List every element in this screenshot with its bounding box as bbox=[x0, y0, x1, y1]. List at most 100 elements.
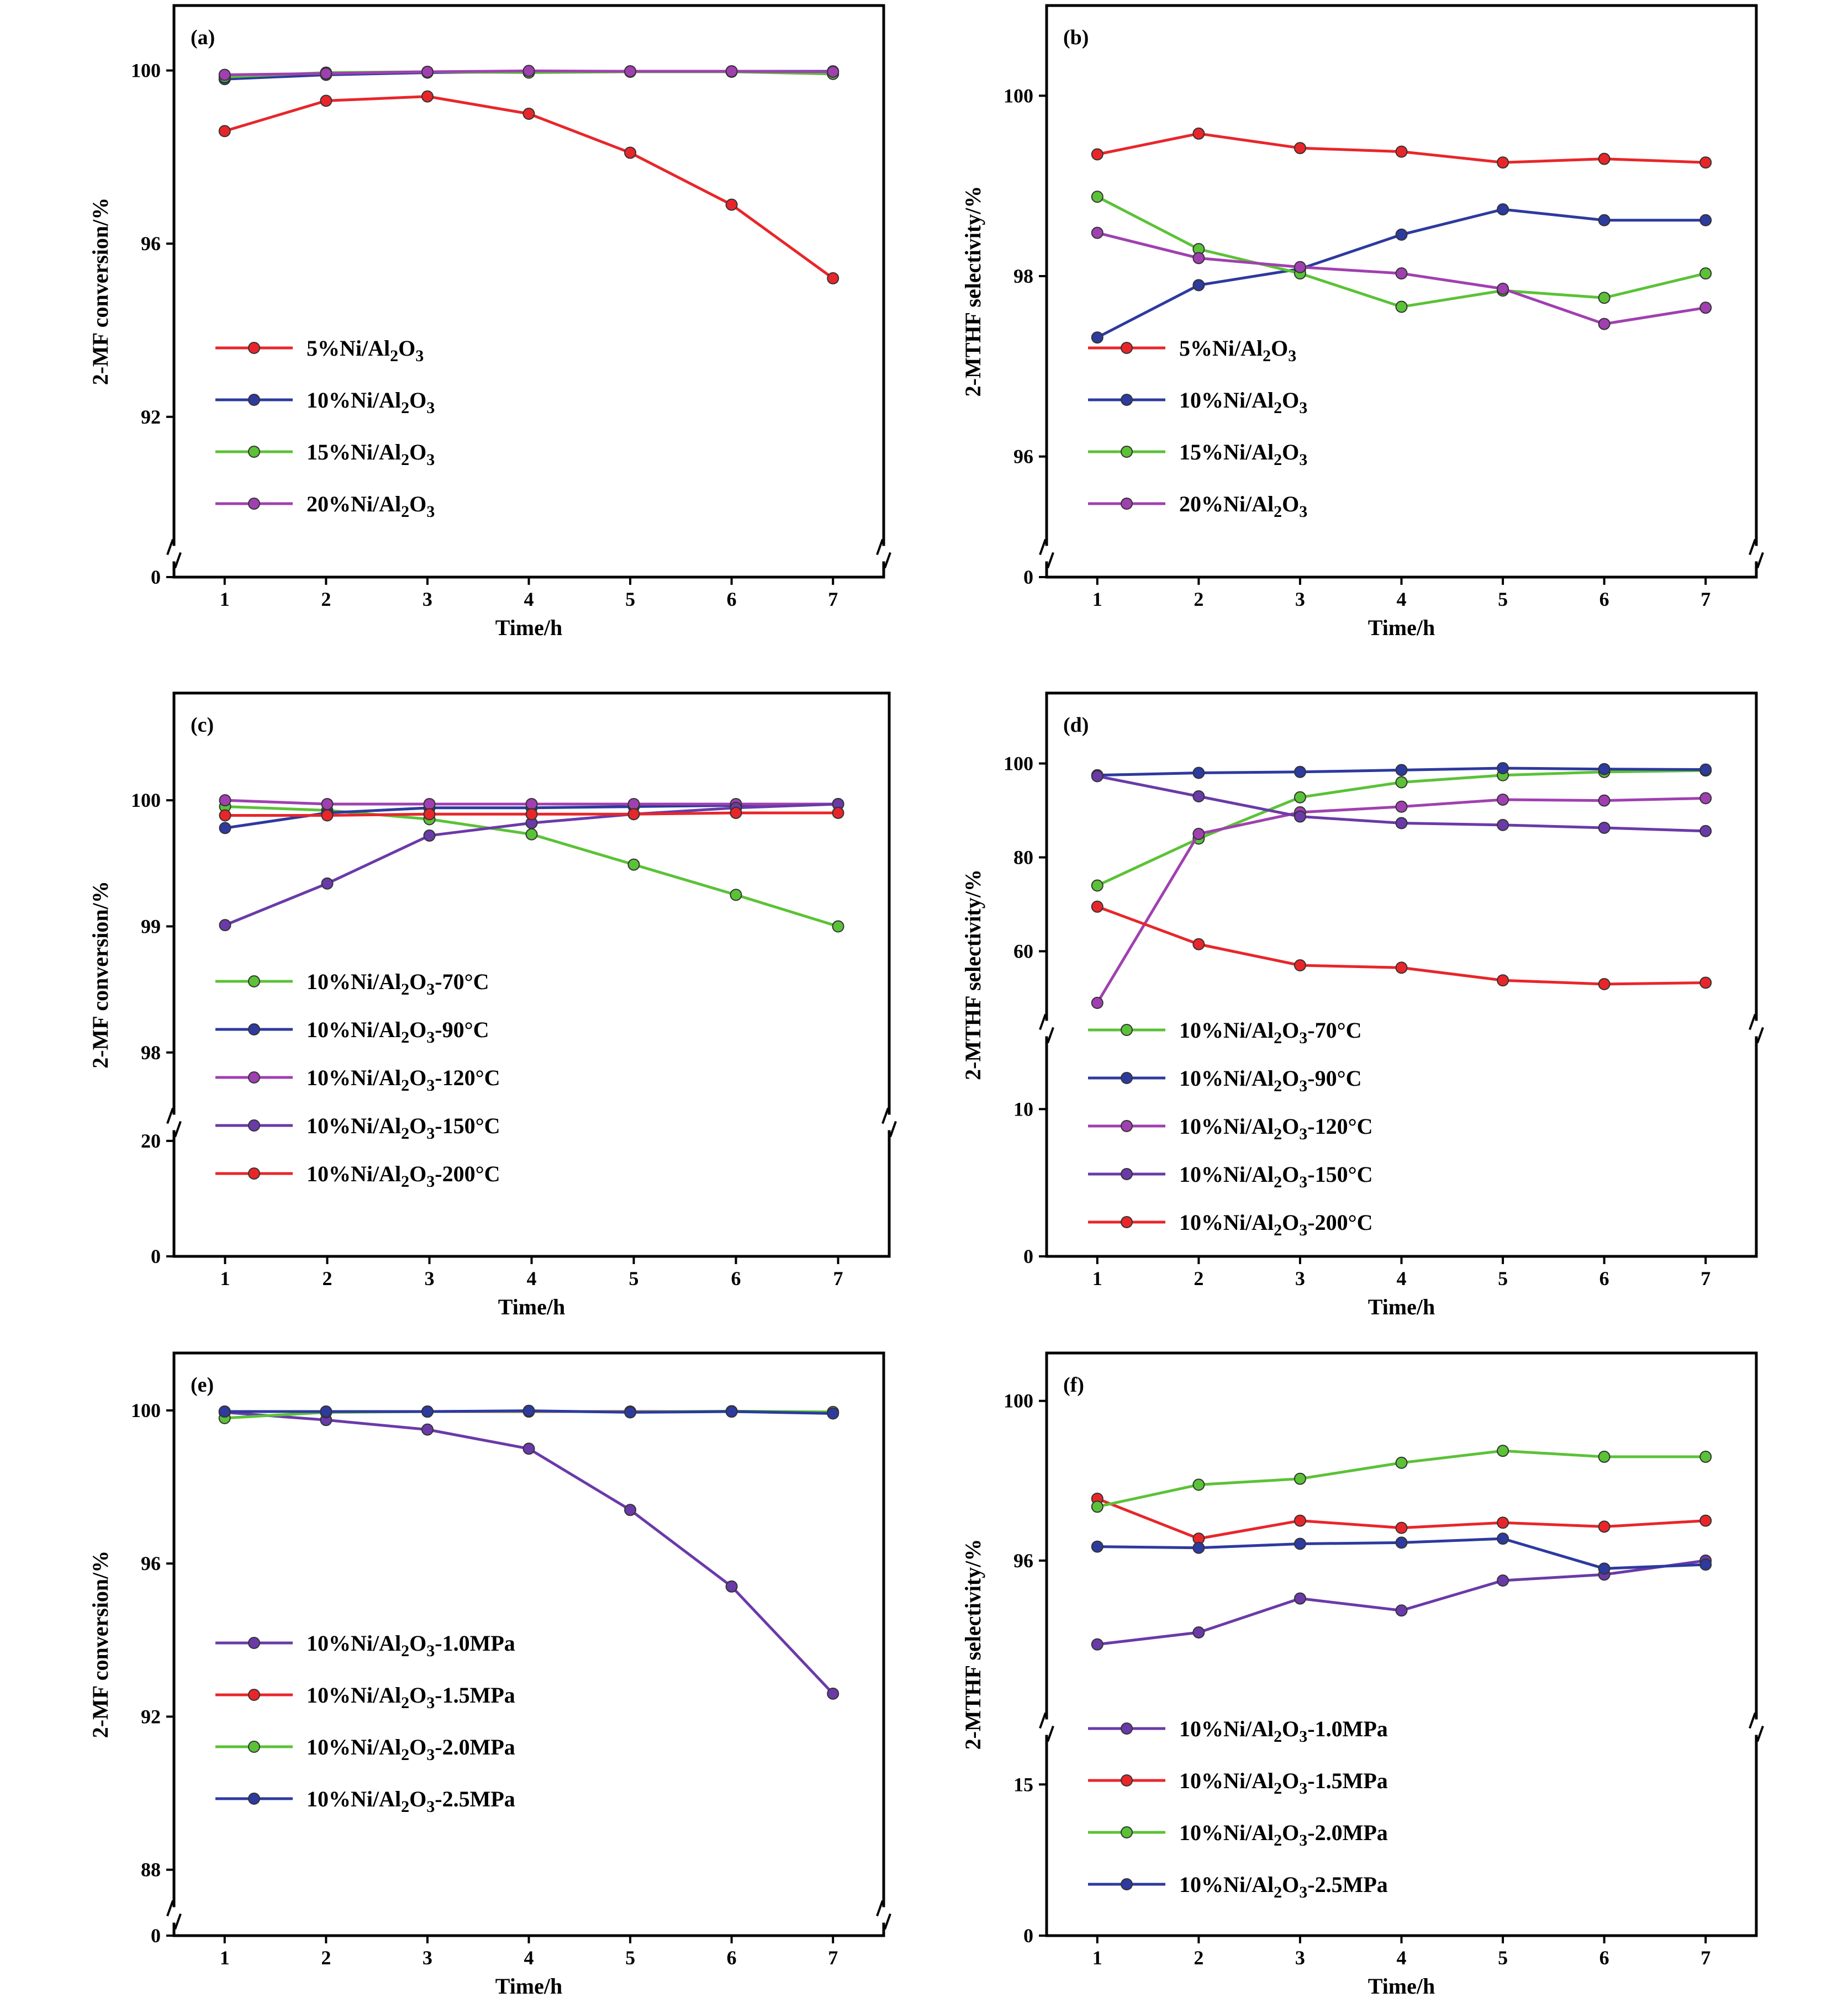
data-point-c-5 bbox=[423, 808, 436, 821]
data-point-c-1 bbox=[525, 828, 538, 841]
legend-marker-f-3 bbox=[1121, 1826, 1133, 1838]
y-axis-break-right-a-mark-2 bbox=[884, 552, 891, 569]
data-point-d-4 bbox=[1395, 817, 1408, 829]
x-tick-label-f: 1 bbox=[1092, 1947, 1102, 1969]
legend-label-c-4: 10%Ni/Al2O3-150°C bbox=[307, 1113, 500, 1143]
legend-marker-a-2 bbox=[248, 394, 260, 406]
data-point-d-5 bbox=[1598, 978, 1611, 990]
legend-marker-b-3 bbox=[1121, 446, 1133, 458]
data-point-f-3 bbox=[1699, 1450, 1712, 1463]
x-tick-label-b: 4 bbox=[1397, 588, 1407, 610]
data-point-f-1 bbox=[1192, 1626, 1205, 1639]
legend-marker-e-3 bbox=[248, 1741, 260, 1753]
plot-frame-b bbox=[1045, 4, 1758, 579]
x-tick-label-a: 6 bbox=[727, 588, 737, 610]
x-axis-label-d: Time/h bbox=[1368, 1294, 1435, 1319]
y-tick-label-f: 100 bbox=[1004, 1390, 1033, 1412]
plot-frame-a bbox=[172, 4, 885, 579]
x-tick-label-e: 5 bbox=[625, 1947, 635, 1969]
legend-marker-c-4 bbox=[248, 1119, 260, 1132]
data-point-f-2 bbox=[1598, 1520, 1611, 1533]
data-point-f-1 bbox=[1091, 1638, 1103, 1651]
legend-label-a-1: 5%Ni/Al2O3 bbox=[307, 336, 424, 365]
y-axis-break-left-c-mark-2 bbox=[174, 1121, 182, 1138]
y-axis-break-left-b-mark-2 bbox=[1047, 552, 1054, 569]
legend-marker-c-1 bbox=[248, 975, 260, 987]
y-tick-label-b: 0 bbox=[1023, 566, 1033, 588]
x-tick-label-b: 5 bbox=[1498, 588, 1508, 610]
data-point-d-5 bbox=[1192, 938, 1205, 950]
data-point-f-3 bbox=[1497, 1445, 1509, 1457]
y-tick-label-c: 100 bbox=[131, 789, 161, 811]
data-point-d-2 bbox=[1293, 765, 1306, 778]
data-point-d-5 bbox=[1395, 961, 1408, 974]
legend-marker-a-3 bbox=[248, 446, 260, 458]
legend-marker-d-1 bbox=[1121, 1024, 1133, 1036]
y-axis-break-left-c-mark-1 bbox=[166, 1107, 174, 1124]
legend-label-c-5: 10%Ni/Al2O3-200°C bbox=[307, 1161, 500, 1191]
data-point-a-1 bbox=[624, 146, 637, 159]
x-tick-label-c: 1 bbox=[220, 1267, 230, 1289]
x-tick-label-b: 3 bbox=[1295, 588, 1305, 610]
legend-marker-f-1 bbox=[1121, 1722, 1133, 1735]
data-point-f-2 bbox=[1699, 1514, 1712, 1527]
legend-label-d-3: 10%Ni/Al2O3-120°C bbox=[1179, 1114, 1372, 1143]
panel-d: 1 2 3 4 5 6 7 0 10 60 80 100 Time/h 2-MTHF selectivit… bbox=[960, 691, 1764, 1319]
y-axis-break-left-a-mark-1 bbox=[166, 538, 174, 556]
data-point-e-1 bbox=[624, 1504, 637, 1516]
data-point-c-3 bbox=[525, 797, 538, 810]
legend-label-c-1: 10%Ni/Al2O3-70°C bbox=[307, 969, 489, 998]
data-point-f-3 bbox=[1293, 1472, 1306, 1485]
data-point-b-4 bbox=[1699, 302, 1712, 314]
y-axis-label-c: 2-MF conversion/% bbox=[88, 881, 113, 1069]
data-point-e-4 bbox=[624, 1406, 637, 1419]
legend-marker-f-2 bbox=[1121, 1774, 1133, 1787]
legend-marker-d-3 bbox=[1121, 1120, 1133, 1132]
data-point-b-2 bbox=[1598, 214, 1611, 226]
data-point-b-4 bbox=[1192, 252, 1205, 265]
panel-label-d: (d) bbox=[1063, 714, 1089, 737]
legend-marker-a-1 bbox=[248, 342, 260, 354]
data-point-b-1 bbox=[1699, 156, 1712, 169]
data-point-c-2 bbox=[219, 822, 231, 834]
panel-a: 1 2 3 4 5 6 7 0 92 96 100 Time/h 2-MF conversion/% (a… bbox=[88, 4, 891, 640]
x-axis-label-a: Time/h bbox=[495, 615, 563, 640]
data-point-b-4 bbox=[1395, 267, 1408, 280]
y-tick-label-a: 96 bbox=[141, 232, 161, 255]
y-axis-break-left-e-mark-1 bbox=[166, 1900, 174, 1917]
data-point-e-4 bbox=[218, 1405, 231, 1418]
data-point-c-3 bbox=[321, 797, 334, 810]
data-point-a-1 bbox=[421, 90, 434, 103]
panel-label-b: (b) bbox=[1063, 26, 1089, 49]
y-axis-break-left-e-mark-2 bbox=[174, 1913, 182, 1930]
data-point-d-4 bbox=[1598, 821, 1611, 834]
legend-label-d-4: 10%Ni/Al2O3-150°C bbox=[1179, 1162, 1372, 1191]
series-line-a-1 bbox=[224, 95, 834, 279]
series-line-f-1 bbox=[1097, 1559, 1706, 1646]
data-point-d-3 bbox=[1699, 792, 1712, 805]
x-tick-label-d: 3 bbox=[1295, 1267, 1305, 1289]
legend-label-d-1: 10%Ni/Al2O3-70°C bbox=[1179, 1018, 1361, 1047]
data-point-d-2 bbox=[1699, 763, 1712, 776]
data-point-d-4 bbox=[1699, 825, 1712, 837]
y-axis-break-left-d-mark-2 bbox=[1047, 1027, 1054, 1044]
y-axis-break-right-c-mark-1 bbox=[881, 1107, 889, 1124]
data-point-c-3 bbox=[423, 797, 436, 810]
x-tick-label-a: 7 bbox=[828, 588, 838, 610]
x-tick-label-d: 7 bbox=[1701, 1267, 1710, 1289]
x-tick-label-e: 6 bbox=[727, 1947, 737, 1969]
legend-label-f-3: 10%Ni/Al2O3-2.0MPa bbox=[1179, 1820, 1388, 1849]
data-point-e-4 bbox=[320, 1405, 332, 1418]
y-tick-label-d: 100 bbox=[1004, 753, 1033, 775]
data-point-b-2 bbox=[1091, 331, 1103, 344]
data-point-c-5 bbox=[627, 808, 640, 821]
legend-label-f-2: 10%Ni/Al2O3-1.5MPa bbox=[1179, 1768, 1388, 1798]
data-point-d-4 bbox=[1497, 818, 1509, 831]
y-tick-label-d: 10 bbox=[1013, 1098, 1033, 1120]
data-point-f-4 bbox=[1293, 1537, 1306, 1550]
data-point-d-3 bbox=[1091, 997, 1103, 1009]
legend-marker-b-1 bbox=[1121, 342, 1133, 354]
x-tick-label-f: 5 bbox=[1498, 1947, 1508, 1969]
data-point-a-1 bbox=[725, 198, 738, 211]
x-tick-label-e: 7 bbox=[828, 1947, 838, 1969]
